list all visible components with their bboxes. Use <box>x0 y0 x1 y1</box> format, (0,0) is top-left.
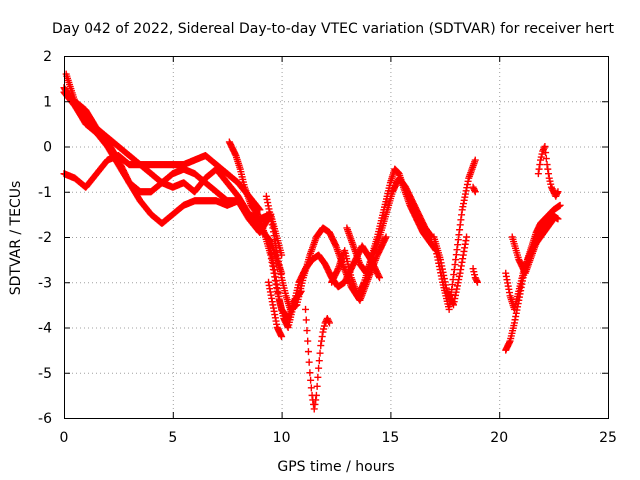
y-axis-label: SDTVAR / TECUs <box>8 181 24 296</box>
data-point <box>382 233 390 241</box>
series-track-17 <box>534 143 562 200</box>
data-point <box>325 317 333 325</box>
series-track-11 <box>343 174 436 277</box>
series-track-12 <box>430 233 471 309</box>
y-tick-label: -4 <box>38 321 52 337</box>
data-point <box>302 316 310 324</box>
data-point <box>318 333 326 341</box>
series-track-9 <box>302 305 333 413</box>
data-point <box>536 161 544 169</box>
data-point <box>325 319 333 327</box>
series-track-16 <box>502 215 558 354</box>
data-point <box>316 349 324 357</box>
data-series <box>60 70 564 413</box>
data-point <box>556 201 564 209</box>
data-point <box>313 382 321 390</box>
data-point <box>471 186 479 194</box>
data-point <box>554 188 562 196</box>
x-axis-label: GPS time / hours <box>277 459 394 475</box>
series-track-5 <box>225 138 305 322</box>
data-point <box>304 348 312 356</box>
series-track-13 <box>469 265 481 286</box>
data-point <box>540 144 548 152</box>
data-point <box>278 333 286 341</box>
data-point <box>317 342 325 350</box>
data-point <box>473 278 481 286</box>
data-point <box>315 364 323 372</box>
data-point <box>471 156 479 164</box>
x-tick-label: 0 <box>60 430 69 446</box>
data-point <box>541 143 549 150</box>
x-tick-label: 10 <box>273 430 291 446</box>
y-tick-label: -1 <box>38 185 52 201</box>
y-tick-label: -3 <box>38 275 52 291</box>
series-track-18 <box>508 210 562 277</box>
x-tick-label: 25 <box>599 430 617 446</box>
y-tick-label: 1 <box>43 94 52 110</box>
y-tick-label: -5 <box>38 366 52 382</box>
data-point <box>307 376 315 384</box>
data-point <box>554 215 562 223</box>
data-point <box>473 277 481 285</box>
data-point <box>542 155 550 163</box>
data-point <box>303 327 311 335</box>
data-point <box>314 373 322 381</box>
data-point <box>307 384 315 392</box>
chart-title: Day 042 of 2022, Sidereal Day-to-day VTE… <box>52 21 614 37</box>
y-tick-label: -6 <box>38 411 52 427</box>
y-tick-label: -2 <box>38 230 52 246</box>
data-point <box>542 149 550 157</box>
data-point <box>304 337 312 345</box>
grid <box>64 56 608 418</box>
data-point <box>543 161 551 169</box>
data-point <box>305 358 313 366</box>
data-point <box>545 170 553 178</box>
data-point <box>471 188 479 196</box>
series-track-8 <box>265 278 286 341</box>
x-tick-label: 15 <box>381 430 399 446</box>
data-point <box>306 369 314 377</box>
y-tick-label: 0 <box>43 140 52 156</box>
series-track-2 <box>60 84 275 236</box>
data-point <box>310 405 318 413</box>
data-point <box>315 357 323 365</box>
data-point <box>553 189 561 197</box>
series-track-14 <box>469 183 479 196</box>
x-tick-label: 20 <box>490 430 508 446</box>
data-point <box>302 305 310 313</box>
data-point <box>544 165 552 173</box>
data-point <box>311 400 319 408</box>
data-point <box>463 233 471 241</box>
data-point <box>312 391 320 399</box>
y-tick-label: 2 <box>43 49 52 65</box>
data-point <box>317 337 325 345</box>
data-point <box>312 396 320 404</box>
data-point <box>535 165 543 173</box>
x-tick-label: 5 <box>168 430 177 446</box>
data-point <box>534 170 542 178</box>
data-point <box>376 274 384 282</box>
